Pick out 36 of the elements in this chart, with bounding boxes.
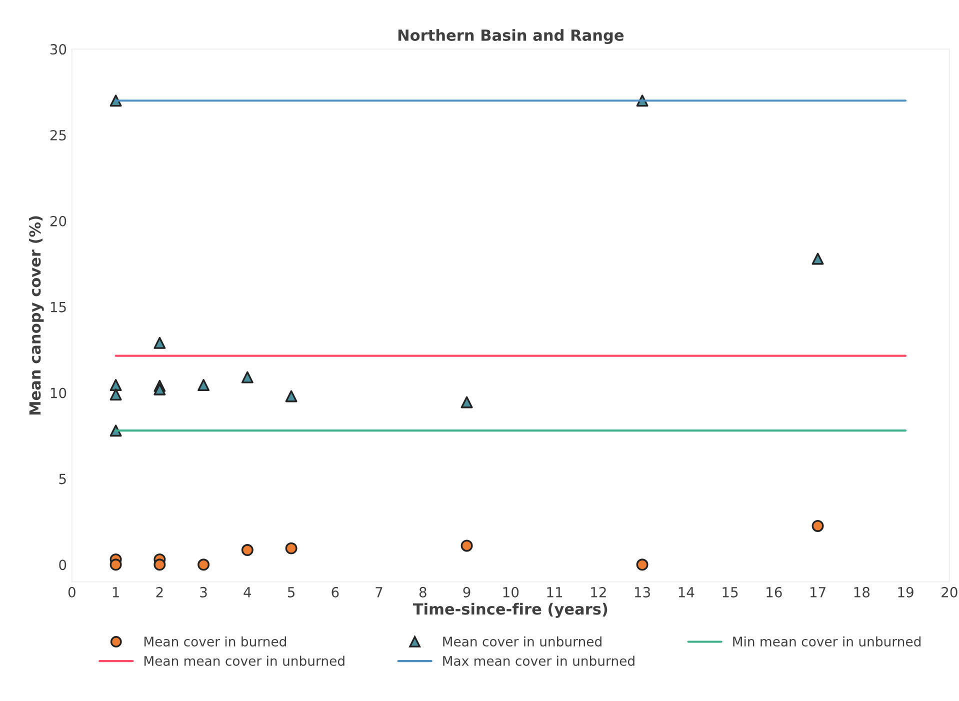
chart-title: Northern Basin and Range xyxy=(398,29,624,44)
x-tick-label: 13 xyxy=(634,586,650,598)
x-tick-label: 9 xyxy=(463,586,470,598)
y-tick-label: 25 xyxy=(50,130,66,140)
x-tick-label: 11 xyxy=(547,587,562,598)
x-tick-label: 2 xyxy=(156,586,163,598)
x-tick-label: 8 xyxy=(419,586,426,598)
y-tick-label: 5 xyxy=(59,474,66,484)
x-tick-label: 10 xyxy=(503,586,519,598)
x-tick-label: 17 xyxy=(810,587,826,598)
x-tick-label: 19 xyxy=(898,586,914,598)
x-axis-title: Time-since-fire (years) xyxy=(412,602,608,618)
x-tick-label: 7 xyxy=(376,587,382,598)
x-tick-label: 18 xyxy=(854,586,870,598)
legend-label: Mean mean cover in unburned xyxy=(144,656,344,666)
legend-label: Mean cover in burned xyxy=(144,636,286,647)
x-tick-label: 6 xyxy=(332,586,339,598)
y-tick-label: 20 xyxy=(50,216,66,226)
y-tick-label: 10 xyxy=(50,388,66,398)
legend-label: Mean cover in unburned xyxy=(443,636,602,647)
x-tick-label: 1 xyxy=(112,587,119,598)
legend-label: Max mean cover in unburned xyxy=(443,656,634,666)
x-tick-label: 20 xyxy=(942,586,958,598)
y-tick-label: 30 xyxy=(50,44,66,55)
y-tick-label: 15 xyxy=(50,302,66,312)
y-axis-title: Mean canopy cover (%) xyxy=(28,216,44,415)
x-tick-label: 14 xyxy=(678,587,694,598)
x-tick-label: 16 xyxy=(766,586,782,598)
y-tick-label: 0 xyxy=(59,560,66,570)
x-tick-label: 12 xyxy=(591,586,606,598)
x-tick-label: 0 xyxy=(68,586,76,598)
x-tick-label: 3 xyxy=(200,586,207,598)
x-tick-label: 15 xyxy=(722,587,738,598)
legend-label: Min mean cover in unburned xyxy=(733,636,920,647)
x-tick-label: 4 xyxy=(244,587,252,598)
x-tick-label: 5 xyxy=(288,587,294,598)
